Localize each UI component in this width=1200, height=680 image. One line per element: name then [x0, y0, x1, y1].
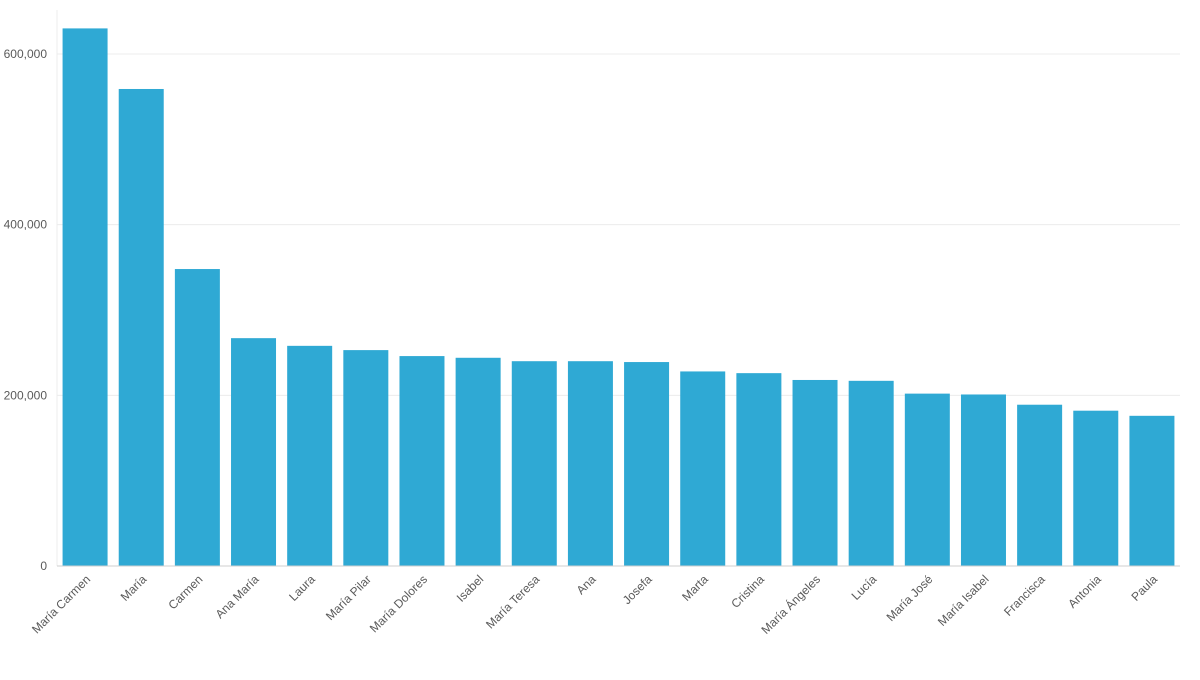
x-tick-label: María Isabel: [935, 572, 992, 629]
y-tick-label: 600,000: [4, 47, 48, 61]
bar[interactable]: [62, 28, 108, 566]
bar[interactable]: [680, 371, 726, 566]
y-tick-label: 400,000: [4, 218, 48, 232]
x-tick-label: María Pilar: [323, 572, 374, 623]
bar[interactable]: [904, 393, 950, 566]
y-tick-label: 200,000: [4, 388, 48, 402]
x-tick-label: Lucía: [849, 572, 880, 603]
y-axis-tick-labels: 0 200,000 400,000 600,000: [4, 47, 48, 573]
x-tick-label: Isabel: [454, 572, 487, 605]
bar[interactable]: [455, 357, 501, 566]
x-tick-label: Ana María: [213, 572, 262, 621]
x-tick-label: Laura: [286, 572, 318, 604]
bar[interactable]: [174, 269, 220, 566]
x-tick-label: Josefa: [620, 572, 655, 607]
grid-lines: [56, 10, 1180, 566]
x-tick-label: María Teresa: [483, 572, 542, 631]
x-tick-label: Antonia: [1065, 572, 1104, 611]
x-tick-label: Carmen: [165, 572, 205, 612]
bar[interactable]: [960, 394, 1006, 566]
x-tick-label: María Dolores: [367, 572, 430, 635]
bar[interactable]: [343, 350, 389, 566]
bar[interactable]: [399, 356, 445, 566]
x-tick-label: María José: [884, 572, 936, 624]
x-tick-label: María Carmen: [29, 572, 93, 636]
bars: [62, 28, 1175, 566]
bar[interactable]: [736, 373, 782, 566]
bar[interactable]: [792, 379, 838, 566]
x-axis-tick-labels: María Carmen María Carmen Ana María Laura Mar…: [29, 572, 1160, 637]
x-tick-label: María: [118, 572, 150, 604]
bar[interactable]: [118, 88, 164, 566]
bar[interactable]: [567, 361, 613, 566]
x-tick-label: Cristina: [728, 572, 767, 611]
bar[interactable]: [1017, 404, 1063, 566]
bar[interactable]: [511, 361, 557, 566]
bar[interactable]: [231, 338, 277, 566]
x-tick-label: Francisca: [1001, 572, 1048, 619]
x-tick-label: Ana: [574, 572, 599, 597]
bar[interactable]: [848, 380, 894, 566]
y-tick-label: 0: [40, 559, 47, 573]
x-tick-label: Marta: [679, 572, 711, 604]
bar[interactable]: [287, 345, 333, 566]
x-tick-label: María Ángeles: [758, 572, 823, 637]
x-tick-label: Paula: [1128, 572, 1160, 604]
bar[interactable]: [624, 362, 670, 566]
bar[interactable]: [1073, 410, 1119, 566]
bar[interactable]: [1129, 415, 1175, 566]
